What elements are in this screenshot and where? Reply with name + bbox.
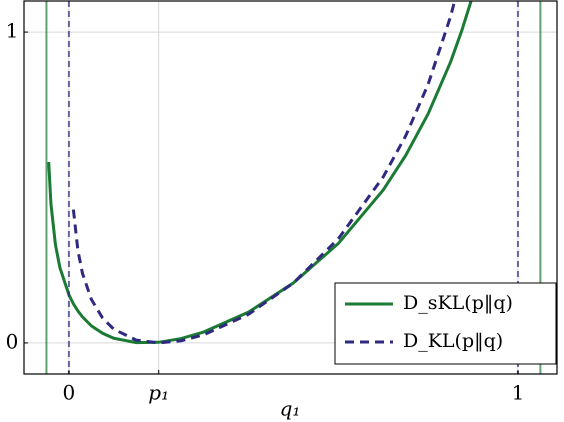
legend-label: D_KL(p‖q)	[403, 330, 503, 352]
legend-box	[334, 282, 557, 365]
y-tick-label: 1	[6, 19, 19, 43]
x-tick-label: 0	[63, 381, 76, 405]
legend-label: D_sKL(p‖q)	[403, 292, 513, 314]
x-axis-label: q₁	[280, 397, 301, 421]
x-tick-label: 1	[512, 381, 525, 405]
axes-frame	[23, 0, 558, 375]
series-line	[71, 1, 457, 345]
legend: D_sKL(p‖q) D_KL(p‖q)	[334, 282, 557, 365]
y-tick-label: 0	[6, 329, 19, 353]
x-tick-label: p₁	[148, 381, 169, 405]
